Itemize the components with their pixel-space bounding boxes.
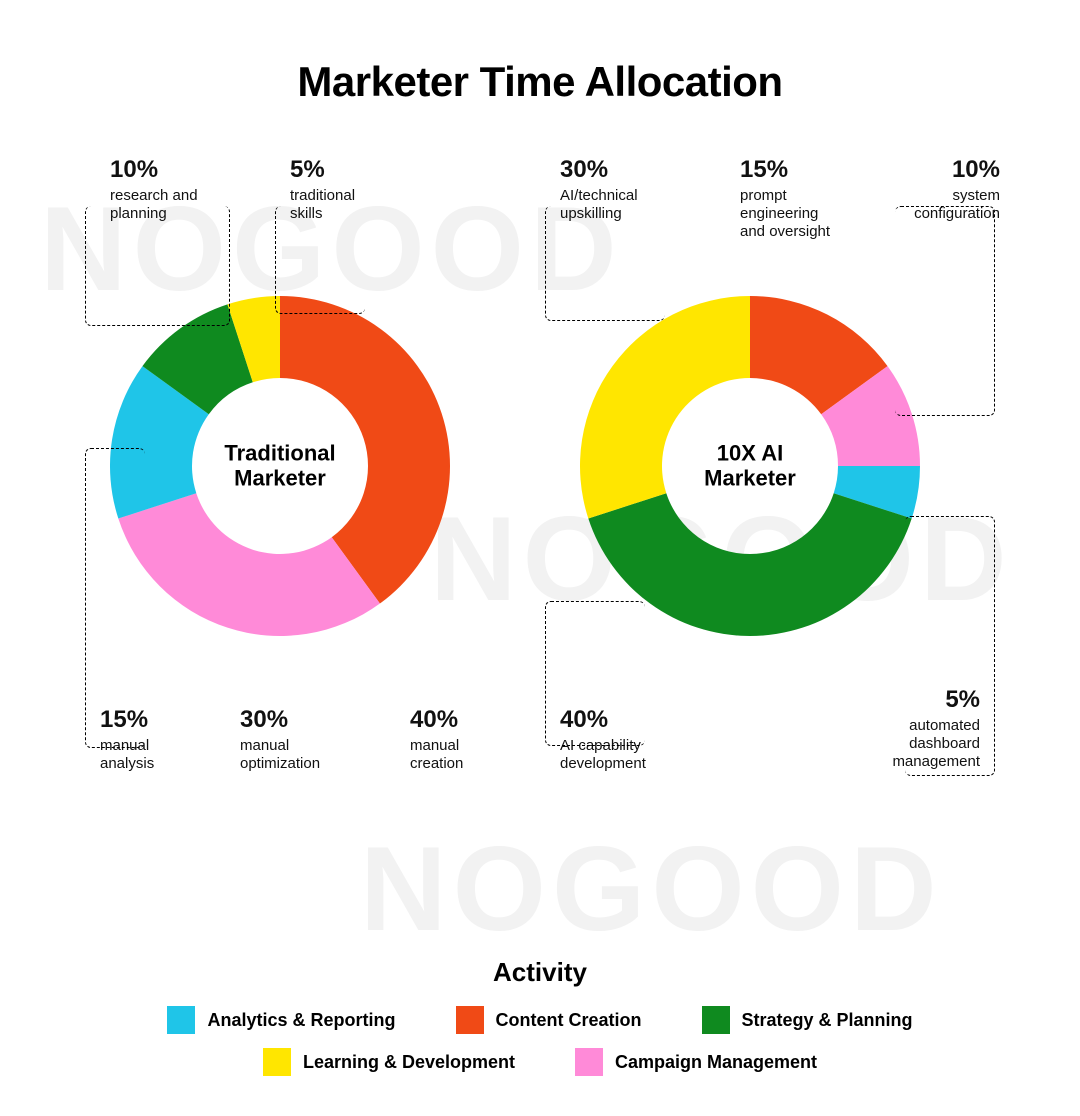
legend-item: Campaign Management [575, 1048, 817, 1076]
callout-desc: manualcreation [410, 737, 550, 773]
callout-desc: automateddashboardmanagement [850, 717, 980, 771]
page-title: Marketer Time Allocation [0, 0, 1080, 106]
legend-item: Strategy & Planning [702, 1006, 913, 1034]
callout-pct: 10% [110, 156, 250, 185]
callout: 5%traditionalskills [290, 156, 430, 223]
callout: 15%manualanalysis [100, 706, 240, 773]
callout: 10%systemconfiguration [870, 156, 1000, 223]
callout-desc: systemconfiguration [870, 187, 1000, 223]
legend-row: Learning & Development Campaign Managemen… [263, 1048, 817, 1076]
callout-desc: manualoptimization [240, 737, 380, 773]
callout-desc: research andplanning [110, 187, 250, 223]
callout-pct: 15% [100, 706, 240, 735]
legend-rows: Analytics & Reporting Content Creation Str… [0, 1006, 1080, 1076]
charts-area: TraditionalMarketer 10X AIMarketer 10%re… [0, 146, 1080, 906]
callout: 30%manualoptimization [240, 706, 380, 773]
legend: Activity Analytics & Reporting Content Cr… [0, 957, 1080, 1076]
callout-pct: 5% [290, 156, 430, 185]
legend-swatch [263, 1048, 291, 1076]
callout-desc: AI/technicalupskilling [560, 187, 700, 223]
donut-ai: 10X AIMarketer [580, 296, 920, 636]
donut-ai-label: 10X AIMarketer [675, 441, 825, 492]
legend-swatch [702, 1006, 730, 1034]
legend-item: Content Creation [456, 1006, 642, 1034]
callout: 40%AI capabilitydevelopment [560, 706, 700, 773]
callout-desc: traditionalskills [290, 187, 430, 223]
donut-traditional: TraditionalMarketer [110, 296, 450, 636]
callout-desc: AI capabilitydevelopment [560, 737, 700, 773]
callout-pct: 40% [560, 706, 700, 735]
donut-slice [118, 493, 380, 636]
callout-pct: 30% [240, 706, 380, 735]
legend-item: Learning & Development [263, 1048, 515, 1076]
callout-pct: 30% [560, 156, 700, 185]
legend-label: Analytics & Reporting [207, 1010, 395, 1031]
callout: 5%automateddashboardmanagement [850, 686, 980, 771]
callout: 10%research andplanning [110, 156, 250, 223]
legend-swatch [575, 1048, 603, 1076]
legend-title: Activity [0, 957, 1080, 988]
callout-pct: 10% [870, 156, 1000, 185]
callout-pct: 5% [850, 686, 980, 715]
legend-label: Content Creation [496, 1010, 642, 1031]
legend-swatch [456, 1006, 484, 1034]
callout-pct: 15% [740, 156, 880, 185]
legend-row: Analytics & Reporting Content Creation Str… [167, 1006, 912, 1034]
legend-swatch [167, 1006, 195, 1034]
callout: 30%AI/technicalupskilling [560, 156, 700, 223]
callout-desc: manualanalysis [100, 737, 240, 773]
legend-label: Strategy & Planning [742, 1010, 913, 1031]
legend-label: Learning & Development [303, 1052, 515, 1073]
callout: 15%promptengineeringand oversight [740, 156, 880, 241]
donut-slice [588, 493, 911, 636]
callout-desc: promptengineeringand oversight [740, 187, 880, 241]
legend-label: Campaign Management [615, 1052, 817, 1073]
callout: 40%manualcreation [410, 706, 550, 773]
donut-traditional-label: TraditionalMarketer [205, 441, 355, 492]
legend-item: Analytics & Reporting [167, 1006, 395, 1034]
callout-pct: 40% [410, 706, 550, 735]
